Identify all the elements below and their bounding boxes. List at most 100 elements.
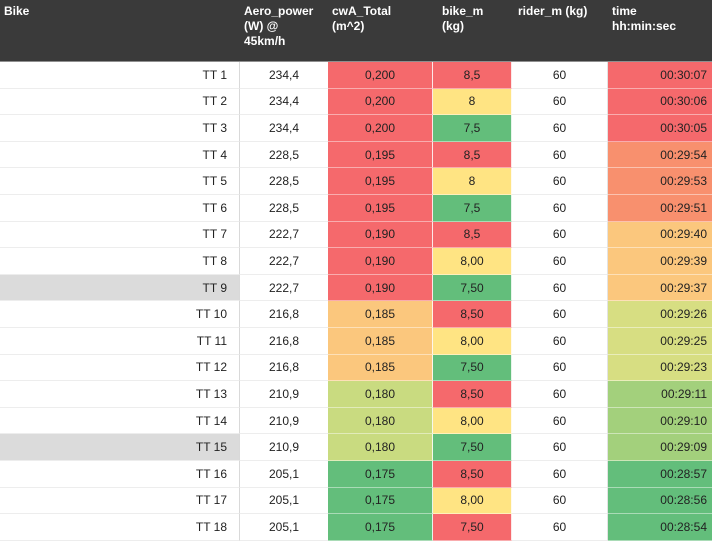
bike-label-cell[interactable]: TT 15: [0, 434, 240, 461]
bike-label-cell[interactable]: TT 6: [0, 194, 240, 222]
rider-mass-cell[interactable]: 60: [512, 354, 608, 382]
column-header-cwa-total[interactable]: cwA_Total (m^2): [328, 0, 433, 62]
time-cell[interactable]: 00:29:39: [608, 248, 712, 275]
bike-label-cell[interactable]: TT 11: [0, 327, 240, 355]
rider-mass-cell[interactable]: 60: [512, 487, 608, 515]
bike-mass-cell[interactable]: 7,50: [433, 514, 512, 541]
time-cell[interactable]: 00:29:11: [608, 381, 712, 408]
bike-label-cell[interactable]: TT 18: [0, 514, 240, 541]
time-cell[interactable]: 00:29:26: [608, 301, 712, 328]
bike-mass-cell[interactable]: 8,00: [433, 248, 512, 275]
aero-power-cell[interactable]: 205,1: [240, 514, 328, 541]
cwa-total-cell[interactable]: 0,180: [328, 407, 433, 435]
bike-mass-cell[interactable]: 8,00: [433, 407, 512, 435]
bike-mass-cell[interactable]: 8,50: [433, 301, 512, 328]
rider-mass-cell[interactable]: 60: [512, 168, 608, 195]
time-cell[interactable]: 00:29:37: [608, 274, 712, 302]
cwa-total-cell[interactable]: 0,185: [328, 354, 433, 382]
bike-label-cell[interactable]: TT 3: [0, 115, 240, 142]
column-header-rider-mass[interactable]: rider_m (kg): [512, 0, 608, 62]
aero-power-cell[interactable]: 228,5: [240, 194, 328, 222]
time-cell[interactable]: 00:30:06: [608, 88, 712, 116]
rider-mass-cell[interactable]: 60: [512, 514, 608, 541]
rider-mass-cell[interactable]: 60: [512, 327, 608, 355]
bike-mass-cell[interactable]: 7,5: [433, 194, 512, 222]
aero-power-cell[interactable]: 210,9: [240, 381, 328, 408]
bike-label-cell[interactable]: TT 16: [0, 460, 240, 488]
time-cell[interactable]: 00:29:51: [608, 194, 712, 222]
bike-label-cell[interactable]: TT 10: [0, 301, 240, 328]
bike-mass-cell[interactable]: 7,50: [433, 354, 512, 382]
cwa-total-cell[interactable]: 0,200: [328, 115, 433, 142]
bike-mass-cell[interactable]: 8,00: [433, 327, 512, 355]
time-cell[interactable]: 00:29:10: [608, 407, 712, 435]
rider-mass-cell[interactable]: 60: [512, 115, 608, 142]
time-cell[interactable]: 00:29:09: [608, 434, 712, 461]
aero-power-cell[interactable]: 222,7: [240, 274, 328, 302]
aero-power-cell[interactable]: 216,8: [240, 354, 328, 382]
rider-mass-cell[interactable]: 60: [512, 194, 608, 222]
cwa-total-cell[interactable]: 0,195: [328, 141, 433, 169]
aero-power-cell[interactable]: 205,1: [240, 487, 328, 515]
rider-mass-cell[interactable]: 60: [512, 141, 608, 169]
time-cell[interactable]: 00:29:25: [608, 327, 712, 355]
bike-mass-cell[interactable]: 8,50: [433, 381, 512, 408]
rider-mass-cell[interactable]: 60: [512, 407, 608, 435]
cwa-total-cell[interactable]: 0,180: [328, 381, 433, 408]
rider-mass-cell[interactable]: 60: [512, 248, 608, 275]
time-cell[interactable]: 00:28:54: [608, 514, 712, 541]
cwa-total-cell[interactable]: 0,185: [328, 327, 433, 355]
cwa-total-cell[interactable]: 0,180: [328, 434, 433, 461]
aero-power-cell[interactable]: 234,4: [240, 62, 328, 89]
bike-label-cell[interactable]: TT 7: [0, 221, 240, 249]
bike-mass-cell[interactable]: 7,50: [433, 274, 512, 302]
time-cell[interactable]: 00:29:40: [608, 221, 712, 249]
time-cell[interactable]: 00:30:07: [608, 62, 712, 89]
time-cell[interactable]: 00:30:05: [608, 115, 712, 142]
column-header-bike-mass[interactable]: bike_m (kg): [433, 0, 512, 62]
aero-power-cell[interactable]: 234,4: [240, 88, 328, 116]
cwa-total-cell[interactable]: 0,190: [328, 221, 433, 249]
bike-label-cell[interactable]: TT 13: [0, 381, 240, 408]
bike-mass-cell[interactable]: 7,50: [433, 434, 512, 461]
bike-label-cell[interactable]: TT 9: [0, 274, 240, 302]
aero-power-cell[interactable]: 228,5: [240, 168, 328, 195]
bike-mass-cell[interactable]: 8,5: [433, 62, 512, 89]
cwa-total-cell[interactable]: 0,190: [328, 274, 433, 302]
bike-label-cell[interactable]: TT 5: [0, 168, 240, 195]
rider-mass-cell[interactable]: 60: [512, 434, 608, 461]
aero-power-cell[interactable]: 210,9: [240, 434, 328, 461]
bike-mass-cell[interactable]: 8,5: [433, 141, 512, 169]
bike-mass-cell[interactable]: 7,5: [433, 115, 512, 142]
bike-mass-cell[interactable]: 8: [433, 168, 512, 195]
bike-mass-cell[interactable]: 8,50: [433, 460, 512, 488]
rider-mass-cell[interactable]: 60: [512, 62, 608, 89]
cwa-total-cell[interactable]: 0,200: [328, 88, 433, 116]
bike-mass-cell[interactable]: 8,00: [433, 487, 512, 515]
time-cell[interactable]: 00:29:54: [608, 141, 712, 169]
cwa-total-cell[interactable]: 0,195: [328, 194, 433, 222]
time-cell[interactable]: 00:28:56: [608, 487, 712, 515]
cwa-total-cell[interactable]: 0,175: [328, 514, 433, 541]
bike-label-cell[interactable]: TT 12: [0, 354, 240, 382]
aero-power-cell[interactable]: 234,4: [240, 115, 328, 142]
aero-power-cell[interactable]: 205,1: [240, 460, 328, 488]
cwa-total-cell[interactable]: 0,175: [328, 460, 433, 488]
rider-mass-cell[interactable]: 60: [512, 221, 608, 249]
bike-mass-cell[interactable]: 8,5: [433, 221, 512, 249]
rider-mass-cell[interactable]: 60: [512, 274, 608, 302]
rider-mass-cell[interactable]: 60: [512, 460, 608, 488]
aero-power-cell[interactable]: 228,5: [240, 141, 328, 169]
cwa-total-cell[interactable]: 0,175: [328, 487, 433, 515]
aero-power-cell[interactable]: 216,8: [240, 327, 328, 355]
bike-label-cell[interactable]: TT 4: [0, 141, 240, 169]
bike-label-cell[interactable]: TT 8: [0, 248, 240, 275]
aero-power-cell[interactable]: 222,7: [240, 221, 328, 249]
cwa-total-cell[interactable]: 0,190: [328, 248, 433, 275]
time-cell[interactable]: 00:28:57: [608, 460, 712, 488]
column-header-aero-power[interactable]: Aero_power (W) @ 45km/h: [240, 0, 328, 62]
bike-label-cell[interactable]: TT 2: [0, 88, 240, 116]
bike-mass-cell[interactable]: 8: [433, 88, 512, 116]
column-header-time[interactable]: time hh:min:sec: [608, 0, 712, 62]
cwa-total-cell[interactable]: 0,185: [328, 301, 433, 328]
